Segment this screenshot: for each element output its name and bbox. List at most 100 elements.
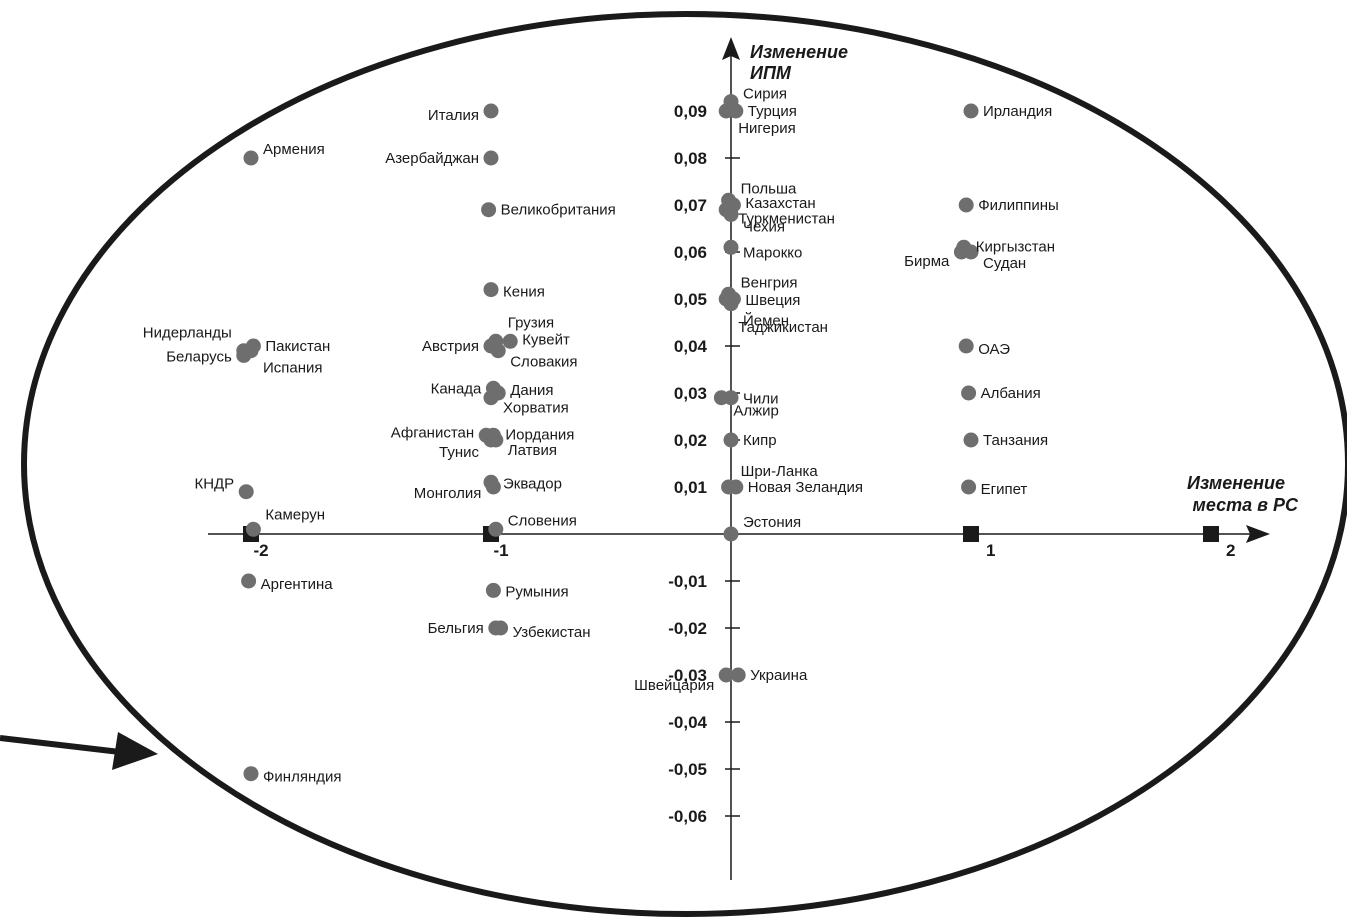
point-словакия bbox=[490, 343, 506, 359]
point-бирма bbox=[953, 244, 969, 260]
point-великобритания bbox=[481, 202, 497, 218]
point-label-узбекистан: Узбекистан bbox=[513, 624, 591, 641]
point-кипр bbox=[723, 432, 739, 448]
x-tick-label: -1 bbox=[493, 541, 508, 560]
point-нигерия bbox=[718, 103, 734, 119]
point-label-канада: Канада bbox=[431, 380, 482, 397]
point-label-нидерланды: Нидерланды bbox=[143, 325, 232, 342]
point-label-эквадор: Эквадор bbox=[503, 475, 562, 492]
point-финляндия bbox=[243, 766, 259, 782]
x-axis-arrowhead bbox=[1246, 525, 1270, 543]
point-label-азербайджан: Азербайджан bbox=[385, 150, 479, 167]
x-tick-marker bbox=[963, 526, 979, 542]
point-label-хорватия: Хорватия bbox=[503, 400, 569, 417]
point-египет bbox=[961, 479, 977, 495]
point-филиппины bbox=[958, 197, 974, 213]
x-tick-label: 2 bbox=[1226, 541, 1235, 560]
y-tick-label: 0,05 bbox=[674, 290, 707, 309]
point-label-албания: Албания bbox=[981, 385, 1041, 402]
point-label-турция: Турция bbox=[748, 103, 797, 120]
point-камерун bbox=[245, 521, 261, 537]
point-алжир bbox=[713, 390, 729, 406]
point-монголия bbox=[485, 479, 501, 495]
y-tick-label: 0,07 bbox=[674, 196, 707, 215]
point-label-австрия: Австрия bbox=[422, 338, 479, 355]
y-axis-title-line-2: ИПМ bbox=[750, 63, 792, 83]
point-кувейт bbox=[502, 333, 518, 349]
point-марокко bbox=[723, 239, 739, 255]
point-label-кувейт: Кувейт bbox=[522, 331, 570, 348]
y-tick-label: -0,02 bbox=[668, 619, 707, 638]
pointer-arrow-line bbox=[0, 735, 121, 755]
y-tick-label: -0,04 bbox=[668, 713, 707, 732]
point-узбекистан bbox=[493, 620, 509, 636]
point-label-эстония: Эстония bbox=[743, 514, 801, 531]
y-tick-label: -0,05 bbox=[668, 760, 707, 779]
point-армения bbox=[243, 150, 259, 166]
point-label-чехия: Чехия bbox=[743, 218, 785, 235]
point-латвия bbox=[488, 432, 504, 448]
point-кндр bbox=[238, 484, 254, 500]
y-tick-label: 0,09 bbox=[674, 102, 707, 121]
y-tick-label: -0,06 bbox=[668, 807, 707, 826]
point-label-испания: Испания bbox=[263, 360, 323, 377]
point-label-судан: Судан bbox=[983, 255, 1026, 272]
point-оаэ bbox=[958, 338, 974, 354]
x-tick-label: 1 bbox=[986, 541, 995, 560]
point-label-бельгия: Бельгия bbox=[428, 620, 484, 637]
point-label-бирма: Бирма bbox=[904, 253, 950, 270]
point-кения bbox=[483, 282, 499, 298]
point-label-чили: Чили bbox=[743, 391, 779, 408]
point-label-иордания: Иордания bbox=[505, 426, 574, 443]
point-label-египет: Египет bbox=[981, 481, 1028, 498]
point-label-киргызстан: Киргызстан bbox=[976, 238, 1055, 255]
point-label-танзания: Танзания bbox=[983, 432, 1048, 449]
y-axis-arrowhead bbox=[722, 37, 740, 60]
point-label-польша: Польша bbox=[741, 180, 797, 197]
point-label-монголия: Монголия bbox=[414, 485, 482, 502]
y-axis-title: Изменение ИПМ bbox=[750, 42, 853, 83]
x-axis-title: Изменение места в РС bbox=[1187, 473, 1299, 515]
x-tick-marker bbox=[1203, 526, 1219, 542]
point-label-алжир: Алжир bbox=[733, 403, 779, 420]
point-label-кндр: КНДР bbox=[194, 476, 234, 493]
point-танзания bbox=[963, 432, 979, 448]
x-tick-label: -2 bbox=[253, 541, 268, 560]
point-label-филиппины: Филиппины bbox=[978, 197, 1059, 214]
point-швейцария bbox=[718, 667, 734, 683]
y-tick-label: 0,06 bbox=[674, 243, 707, 262]
point-словения bbox=[488, 521, 504, 537]
y-tick-label: 0,03 bbox=[674, 384, 707, 403]
y-tick-label: -0,01 bbox=[668, 572, 707, 591]
point-label-швейцария: Швейцария bbox=[634, 677, 714, 694]
axis-ticks: -2 -1 1 2 0,09 0,08 0,07 0,06 0,05 0,04 0,03 0,02 0,… bbox=[243, 102, 1235, 826]
pointer-arrow-head bbox=[112, 732, 158, 770]
point-label-ирландия: Ирландия bbox=[983, 103, 1052, 120]
point-label-румыния: Румыния bbox=[505, 583, 568, 600]
y-tick-label: 0,01 bbox=[674, 478, 707, 497]
point-label-аргентина: Аргентина bbox=[261, 576, 334, 593]
point-label-тунис: Тунис bbox=[439, 444, 479, 461]
point-label-йемен: Йемен bbox=[743, 312, 789, 330]
point-италия bbox=[483, 103, 499, 119]
point-label-сирия: Сирия bbox=[743, 86, 787, 103]
point-label-венгрия: Венгрия bbox=[741, 274, 798, 291]
point-украина bbox=[730, 667, 746, 683]
y-tick-label: 0,04 bbox=[674, 337, 708, 356]
point-таджикистан bbox=[718, 291, 734, 307]
point-label-туркменистан: Туркменистан bbox=[738, 211, 835, 228]
point-эстония bbox=[723, 526, 739, 542]
point-label-кения: Кения bbox=[503, 284, 545, 301]
point-label-беларусь: Беларусь bbox=[166, 348, 232, 365]
point-label-словения: Словения bbox=[508, 512, 577, 529]
point-label-оаэ: ОАЭ bbox=[978, 341, 1010, 358]
point-новая-зеландия bbox=[728, 479, 744, 495]
point-азербайджан bbox=[483, 150, 499, 166]
x-axis-title-line-1: Изменение bbox=[1187, 473, 1285, 493]
x-axis-title-line-2: места в РС bbox=[1193, 495, 1299, 515]
point-label-латвия: Латвия bbox=[508, 442, 557, 459]
y-tick-label: 0,02 bbox=[674, 431, 707, 450]
point-label-нигерия: Нигерия bbox=[738, 120, 796, 137]
point-label-камерун: Камерун bbox=[265, 506, 325, 523]
